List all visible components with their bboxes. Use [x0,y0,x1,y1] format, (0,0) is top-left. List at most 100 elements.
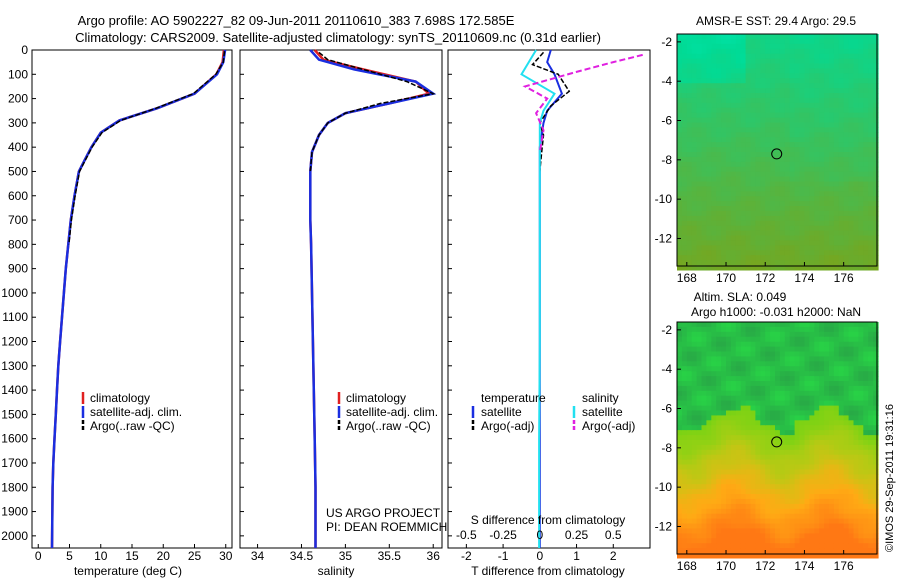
map-cell [716,181,722,187]
map-cell [770,152,776,158]
map-cell [750,210,756,217]
map-cell [740,137,747,143]
map-cell [730,405,737,412]
map-cell [691,250,698,256]
map-cell [804,117,810,124]
map-cell [677,469,683,475]
map-cell [765,513,771,520]
map-cell [691,356,698,362]
map-cell [706,474,712,480]
map-cell [858,156,864,163]
map-cell [809,341,815,348]
map-cell [721,255,727,261]
map-cell [730,474,737,480]
map-cell [848,63,855,69]
map-cell [848,58,855,65]
map-cell [794,161,801,168]
map-cell [794,137,801,143]
map-cell [691,53,698,60]
x-tick-label: 20 [157,549,171,563]
map-cell [868,489,874,495]
map-cell [760,225,766,232]
map-cell [681,210,688,217]
map-cell [750,440,756,446]
map-cell [809,107,815,114]
map-cell [829,366,835,372]
map-cell [745,498,752,505]
map-cell [873,83,879,89]
map-cell [868,127,874,133]
map-cell [873,385,879,392]
map-cell [716,385,722,392]
map-cell [784,181,791,187]
map-cell [691,68,698,74]
map-cell [829,331,835,338]
map-cell [814,336,820,343]
map-cell [686,410,693,416]
temp-x-axis: 0 5 10 15 20 25 30 [35,544,233,563]
map-cell [873,533,879,539]
map-cell [779,196,786,202]
map-cell [819,176,825,182]
map-cell [873,240,879,246]
map-cell [701,235,707,241]
map-cell [824,166,830,173]
map-cell [711,215,717,222]
map-cell [726,513,732,520]
map-cell [843,390,850,397]
map-cell [843,341,850,348]
map-cell [735,538,742,544]
map-cell [833,206,840,212]
map-cell [770,326,776,333]
map-cell [686,356,693,362]
map-cell [711,464,717,470]
map-cell [779,68,786,74]
map-cell [760,43,766,50]
map-cell [686,215,693,222]
map-cell [829,127,835,133]
map-cell [804,435,810,441]
map-cell [696,538,703,544]
map-cell [711,58,717,65]
map-cell [760,381,766,387]
map-cell [873,400,879,407]
map-cell [770,410,776,416]
map-cell [745,156,752,163]
map-cell [716,122,722,128]
map-cell [735,474,742,480]
map-cell [848,73,855,79]
map-cell [686,137,693,143]
map-cell [735,498,742,505]
map-cell [760,83,766,89]
map-cell [853,449,859,456]
map-cell [829,454,835,461]
map-cell [696,508,703,515]
map-cell [789,371,796,377]
map-cell [814,265,820,271]
map-cell [760,341,766,348]
map-cell [765,88,771,94]
map-cell [691,430,698,436]
map-cell [819,63,825,69]
map-cell [868,469,874,475]
map-cell [868,410,874,416]
map-cell [755,230,761,237]
map-cell [804,191,810,197]
map-cell [824,361,830,367]
map-cell [721,201,727,207]
map-cell [863,513,869,520]
map-cell [755,265,761,271]
map-cell [853,385,859,392]
map-cell [779,93,786,99]
map-cell [760,435,766,441]
map-cell [794,191,801,197]
map-cell [696,255,703,261]
map-cell [735,112,742,119]
map-cell [829,543,835,549]
map-cell [721,196,727,202]
map-cell [814,97,820,104]
map-cell [779,171,786,178]
map-cell [721,152,727,158]
map-cell [745,166,752,173]
map-cell [691,196,698,202]
